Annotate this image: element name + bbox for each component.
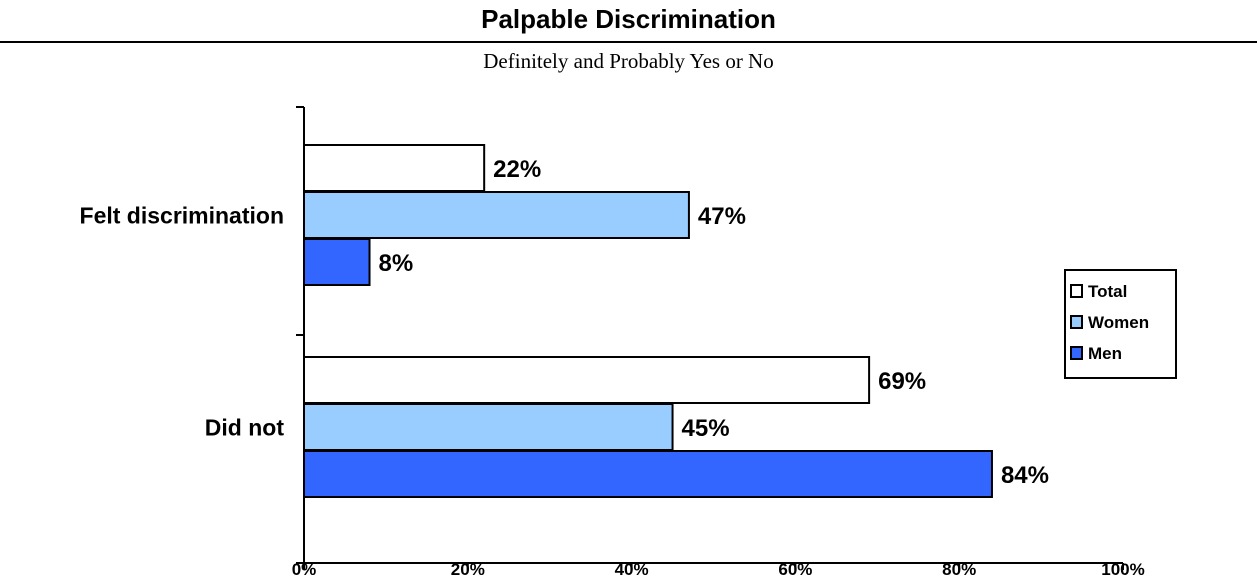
data-label: 8% [379,250,414,277]
legend-label: Men [1088,344,1122,363]
data-label: 69% [878,368,926,395]
title-rule [0,41,1257,43]
bar [303,450,993,498]
x-tick-label: 60% [778,560,812,579]
legend-swatch [1070,346,1083,360]
data-label: 45% [682,415,730,442]
chart-title: Palpable Discrimination [481,4,776,34]
legend-label: Total [1088,282,1127,301]
category-label: Did not [205,415,285,441]
legend-box [1064,269,1177,379]
x-tick-label: 20% [451,560,485,579]
bar [303,238,371,286]
bar [303,403,674,451]
legend-swatch [1070,284,1083,298]
x-tick-label: 100% [1101,560,1144,579]
data-label: 47% [698,203,746,230]
x-tick-label: 40% [615,560,649,579]
x-tick-label: 80% [942,560,976,579]
data-label: 22% [493,156,541,183]
x-tick-label: 0% [292,560,317,579]
chart-subtitle: Definitely and Probably Yes or No [483,49,774,73]
legend-swatch [1070,315,1083,329]
category-label: Felt discrimination [80,203,284,229]
bar [303,356,871,404]
bar [303,191,690,239]
legend-label: Women [1088,313,1149,332]
data-label: 84% [1001,462,1049,489]
bar [303,144,486,192]
